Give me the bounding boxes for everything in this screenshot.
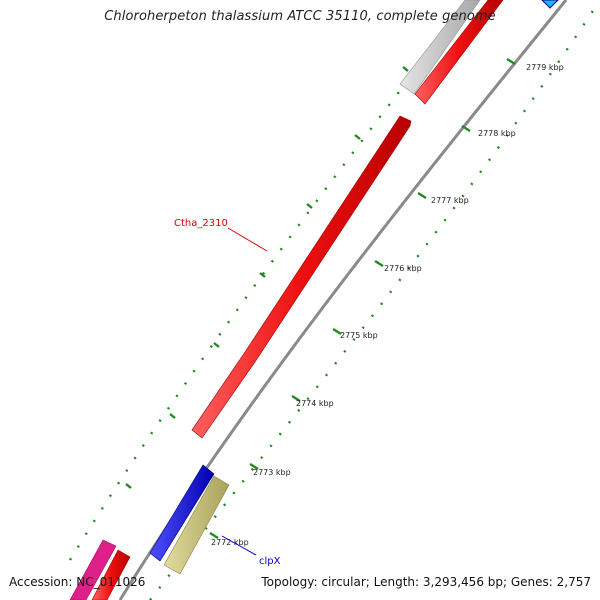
- gene-pink-bottom[interactable]: [69, 539, 117, 600]
- tick-label-2778: 2778 kbp: [478, 129, 516, 138]
- tick-label-2773: 2773 kbp: [253, 468, 291, 477]
- tick-label-2776: 2776 kbp: [384, 264, 422, 273]
- map-title: Chloroherpeton thalassium ATCC 35110, co…: [104, 9, 496, 24]
- tick-label-2779: 2779 kbp: [526, 63, 564, 72]
- scale-major-ticks: [209, 57, 516, 540]
- scale-tick-labels: 2772 kbp 2773 kbp 2774 kbp 2775 kbp 2776…: [211, 63, 564, 547]
- gene-features: [69, 0, 559, 600]
- gene-red-bottom[interactable]: [91, 549, 131, 600]
- gene-cyan-top[interactable]: [541, 0, 559, 9]
- tick-label-2774: 2774 kbp: [296, 399, 334, 408]
- accession-text: Accession: NC_011026: [9, 575, 146, 589]
- genome-summary-text: Topology: circular; Length: 3,293,456 bp…: [261, 575, 591, 589]
- gene-red-upper[interactable]: [414, 0, 504, 105]
- tick-label-2775: 2775 kbp: [340, 331, 378, 340]
- tick-label-2772: 2772 kbp: [211, 538, 249, 547]
- gene-ctha-2310[interactable]: [191, 115, 412, 439]
- scale-inner-ticks: [125, 66, 409, 489]
- gene-label-ctha-2310: Ctha_2310: [174, 218, 228, 229]
- gene-gray-upper[interactable]: [399, 0, 481, 95]
- tick-label-2777: 2777 kbp: [431, 196, 469, 205]
- gene-label-clpx: clpX: [259, 556, 281, 567]
- scale-ring-outer: [149, 0, 600, 600]
- gene-clpx[interactable]: [163, 475, 230, 575]
- gene-blue-lower[interactable]: [149, 464, 215, 562]
- leader-clpx: [221, 535, 257, 556]
- leader-ctha-2310: [227, 227, 268, 252]
